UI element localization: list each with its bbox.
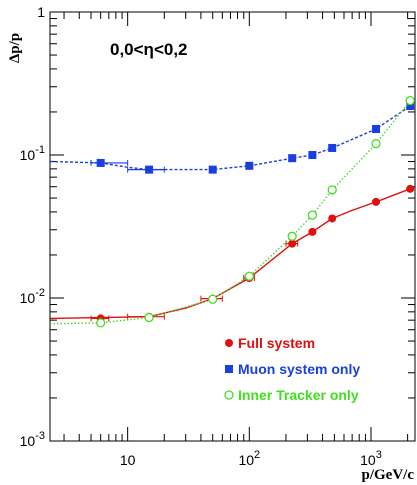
- data-point: [406, 184, 415, 193]
- series-curve: [49, 105, 411, 171]
- legend: Full system Muon system only Inner Tracker…: [224, 335, 360, 403]
- data-point: [307, 210, 318, 220]
- data-point: [245, 161, 254, 170]
- series-inner-tracker-only: [49, 95, 415, 328]
- data-point: [327, 185, 337, 195]
- data-point: [208, 294, 218, 304]
- y-tick-label: 1: [37, 4, 45, 20]
- axis-ticks: [50, 11, 415, 442]
- eta-range-annotation: 0,0<η<0,2: [110, 40, 188, 59]
- y-tick-label: 10-2: [20, 287, 45, 306]
- plot-area-border: [49, 11, 416, 442]
- data-point: [144, 312, 154, 323]
- data-point: [328, 143, 337, 152]
- y-tick-label: 10-3: [20, 430, 45, 449]
- legend-marker: [225, 365, 233, 373]
- legend-label: Full system: [238, 335, 315, 351]
- data-point: [372, 124, 381, 133]
- series-curve: [49, 100, 411, 325]
- data-point: [372, 197, 381, 206]
- legend-marker: [224, 390, 234, 400]
- data-point: [288, 239, 297, 248]
- y-tick-label: 10-1: [20, 144, 45, 163]
- x-axis-label: p/GeV/c: [362, 467, 415, 483]
- data-point: [287, 231, 297, 241]
- legend-label: Muon system only: [238, 361, 360, 377]
- series-curve: [49, 188, 411, 320]
- data-point: [244, 271, 254, 281]
- data-point: [145, 165, 154, 174]
- data-point: [96, 318, 106, 328]
- x-tick-label: 103: [360, 449, 382, 468]
- data-series: [49, 95, 415, 328]
- series-muon-system-only: [49, 102, 415, 174]
- data-point: [371, 139, 381, 149]
- data-point: [308, 151, 317, 159]
- data-point: [406, 102, 415, 111]
- data-point: [288, 154, 297, 163]
- data-point: [328, 214, 337, 223]
- data-point: [405, 95, 415, 106]
- plot-frame: [49, 11, 416, 442]
- data-point: [96, 158, 105, 167]
- y-axis-label: Δp/p: [7, 33, 23, 63]
- data-point: [208, 165, 217, 174]
- data-point: [308, 227, 317, 236]
- legend-label: Inner Tracker only: [238, 387, 359, 403]
- axis-tick-labels: 10-3 10-2 10-1 1 10 102 103: [20, 4, 382, 468]
- x-tick-label: 102: [238, 449, 260, 468]
- x-tick-label: 10: [120, 452, 136, 468]
- series-full-system: [49, 184, 415, 323]
- legend-marker: [225, 339, 233, 347]
